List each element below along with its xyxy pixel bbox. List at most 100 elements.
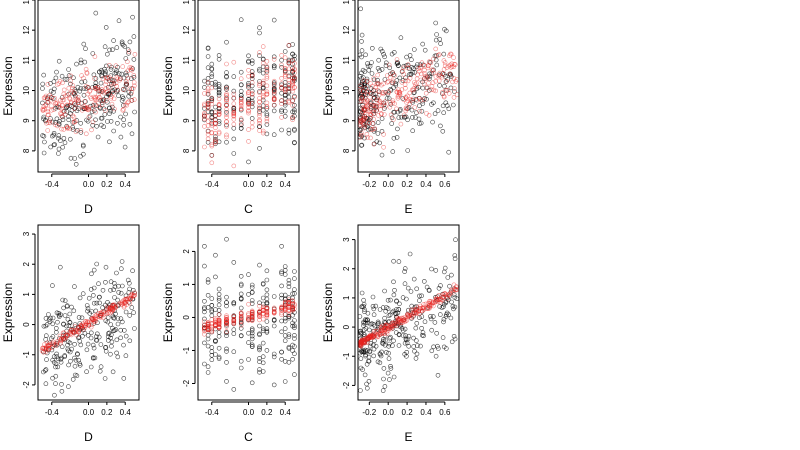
- data-point-red: [426, 59, 432, 65]
- data-point-red: [257, 128, 262, 133]
- data-point-black: [98, 115, 104, 121]
- data-point-red: [368, 135, 373, 141]
- data-point-black: [231, 301, 237, 307]
- data-point-black: [257, 323, 262, 329]
- data-point-red: [213, 139, 218, 144]
- data-point-black: [78, 60, 84, 66]
- data-point-black: [205, 277, 211, 283]
- plot-frame: [357, 224, 460, 401]
- data-point-black: [422, 47, 428, 53]
- data-point-red: [231, 106, 237, 111]
- data-point-black: [216, 121, 222, 126]
- data-point-black: [271, 294, 277, 299]
- data-point-red: [246, 74, 251, 79]
- data-point-red: [76, 100, 81, 106]
- data-point-black: [202, 298, 207, 304]
- data-point-black: [358, 52, 363, 58]
- data-point-black: [56, 133, 62, 138]
- data-point-red: [374, 104, 379, 109]
- data-point-black: [398, 35, 404, 41]
- data-point-black: [264, 292, 270, 298]
- data-point-black: [429, 266, 434, 272]
- data-point-red: [409, 315, 414, 320]
- data-point-black: [434, 32, 439, 37]
- data-point-red: [448, 65, 454, 70]
- data-point-black: [367, 349, 373, 355]
- data-point-black: [440, 129, 446, 134]
- data-point-black: [412, 348, 417, 354]
- data-point-black: [209, 71, 215, 77]
- data-point-red: [371, 75, 377, 81]
- data-point-black: [368, 100, 374, 105]
- data-point-black: [85, 341, 91, 347]
- data-point-red: [418, 77, 424, 83]
- data-point-black: [216, 84, 222, 89]
- data-point-red: [209, 85, 215, 91]
- data-point-black: [246, 340, 251, 345]
- data-point-black: [393, 330, 399, 335]
- data-point-black: [257, 25, 262, 31]
- data-point-black: [385, 306, 391, 311]
- data-point-red: [205, 79, 211, 85]
- plot-frame: [197, 224, 300, 401]
- data-point-black: [396, 332, 402, 338]
- data-point-black: [62, 77, 68, 82]
- data-point-red: [378, 111, 384, 117]
- data-point-red: [264, 58, 270, 64]
- data-point-black: [72, 322, 78, 327]
- data-point-black: [58, 359, 64, 365]
- data-point-red: [437, 70, 443, 76]
- data-point-red: [43, 93, 49, 99]
- data-point-black: [87, 311, 93, 316]
- data-point-red: [127, 300, 133, 306]
- data-point-black: [420, 330, 426, 335]
- data-point-black: [96, 334, 102, 340]
- data-point-black: [282, 92, 288, 98]
- data-point-black: [389, 121, 395, 126]
- data-point-red: [130, 86, 136, 91]
- data-point-black: [65, 339, 71, 345]
- data-point-black: [391, 338, 396, 344]
- data-point-black: [98, 364, 104, 370]
- data-point-black: [238, 82, 244, 88]
- data-point-black: [271, 17, 277, 23]
- data-point-black: [105, 51, 110, 57]
- data-point-black: [386, 341, 392, 347]
- data-point-black: [77, 361, 82, 367]
- data-point-black: [451, 333, 457, 339]
- data-point-red: [125, 75, 131, 81]
- data-point-black: [99, 115, 105, 121]
- data-point-red: [450, 79, 455, 85]
- data-point-red: [86, 114, 92, 120]
- data-point-black: [97, 300, 102, 306]
- y-tick-label: 2: [182, 249, 191, 254]
- data-point-black: [382, 77, 388, 82]
- data-point-black: [118, 335, 123, 341]
- data-point-black: [406, 343, 412, 349]
- data-point-black: [209, 74, 215, 79]
- data-point-red: [122, 301, 128, 307]
- data-point-red: [362, 123, 368, 129]
- x-axis-title: C: [244, 430, 253, 444]
- data-point-red: [279, 84, 284, 90]
- data-point-red: [426, 303, 432, 309]
- data-point-black: [290, 109, 295, 115]
- data-point-red: [224, 324, 229, 329]
- data-point-black: [216, 87, 222, 93]
- data-point-black: [361, 327, 367, 333]
- data-point-black: [264, 122, 270, 127]
- data-point-red: [279, 308, 284, 313]
- data-point-red: [286, 312, 292, 318]
- data-point-red: [75, 327, 80, 333]
- data-point-black: [360, 367, 365, 372]
- data-point-black: [55, 319, 60, 325]
- data-point-black: [67, 320, 73, 326]
- data-point-black: [292, 109, 297, 115]
- data-point-red: [426, 306, 431, 311]
- data-point-black: [279, 349, 284, 355]
- data-point-red: [82, 323, 87, 328]
- data-point-black: [437, 83, 442, 88]
- data-point-black: [405, 285, 411, 291]
- x-tick-label: 0.2: [261, 180, 273, 189]
- data-point-red: [264, 104, 270, 110]
